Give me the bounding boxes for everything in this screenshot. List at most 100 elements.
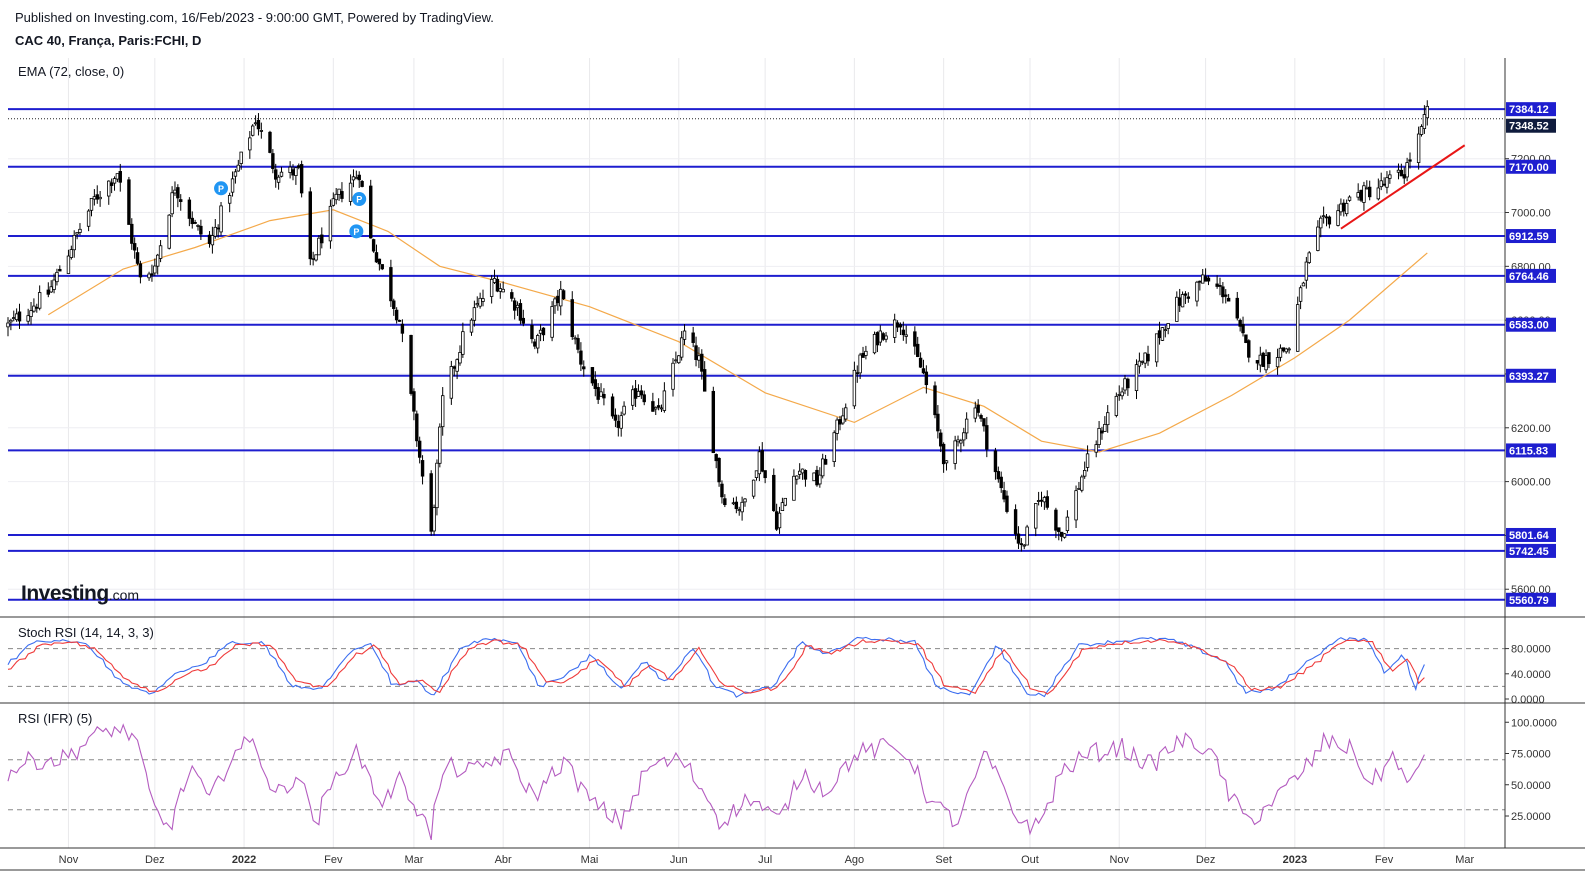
candle-body bbox=[1224, 294, 1228, 297]
candle-body bbox=[1218, 285, 1222, 287]
candle-body bbox=[78, 228, 82, 233]
ema-legend: EMA (72, close, 0) bbox=[18, 64, 125, 79]
candle-body bbox=[898, 324, 903, 328]
candle-body bbox=[35, 306, 39, 309]
x-tick-label: Abr bbox=[495, 854, 512, 866]
candle-body bbox=[654, 406, 658, 410]
candle-body bbox=[458, 352, 462, 364]
candle-body bbox=[190, 217, 194, 225]
stoch-y-tick-label: 40.0000 bbox=[1511, 669, 1551, 681]
candle-body bbox=[582, 366, 586, 370]
candle-body bbox=[674, 359, 678, 362]
candle-body bbox=[52, 279, 56, 290]
candle-body bbox=[374, 252, 379, 263]
candle-body bbox=[170, 192, 174, 215]
candle-body bbox=[1298, 287, 1303, 302]
candle-body bbox=[1296, 304, 1300, 352]
candle-body bbox=[1120, 391, 1124, 397]
candle-body bbox=[1177, 297, 1182, 306]
candle-body bbox=[904, 334, 908, 337]
candle-body bbox=[895, 322, 900, 328]
candle-body bbox=[1379, 180, 1383, 188]
level-price-tag: 6583.00 bbox=[1509, 320, 1549, 332]
candle-body bbox=[127, 179, 131, 225]
candle-body bbox=[858, 354, 862, 374]
candle-body bbox=[291, 169, 295, 176]
candle-body bbox=[1235, 297, 1239, 319]
candle-body bbox=[993, 450, 998, 473]
candle-body bbox=[132, 243, 137, 251]
last-price-tag-bg bbox=[1506, 118, 1556, 133]
candle-body bbox=[1388, 174, 1392, 179]
candle-body bbox=[438, 426, 442, 464]
candle-body bbox=[236, 164, 241, 172]
event-marker bbox=[352, 192, 367, 207]
candle-body bbox=[112, 178, 117, 184]
candle-body bbox=[66, 255, 71, 274]
candle-body bbox=[1425, 105, 1429, 119]
candle-body bbox=[821, 458, 825, 477]
candle-body bbox=[297, 165, 301, 168]
rsi-series-rsi bbox=[7, 723, 1425, 841]
stoch-series-k bbox=[7, 636, 1425, 698]
candle-body bbox=[32, 305, 36, 312]
candle-body bbox=[774, 511, 779, 530]
candle-body bbox=[550, 306, 554, 338]
ema-layer bbox=[47, 209, 1428, 453]
x-tick-label: Set bbox=[935, 854, 952, 866]
candle-body bbox=[1419, 126, 1424, 135]
candle-body bbox=[360, 181, 364, 187]
candle-body bbox=[158, 245, 163, 259]
rsi-y-tick-label: 50.0000 bbox=[1511, 780, 1551, 792]
candle-body bbox=[432, 507, 436, 532]
candle-body bbox=[1402, 174, 1406, 179]
level-lines-layer bbox=[8, 108, 1505, 601]
candle-body bbox=[541, 327, 546, 336]
candle-body bbox=[1422, 114, 1427, 129]
y-tick-label: 6200.00 bbox=[1511, 423, 1551, 435]
candle-body bbox=[1321, 215, 1326, 218]
candle-body bbox=[1226, 297, 1231, 302]
candle-body bbox=[884, 335, 888, 340]
candle-body bbox=[288, 166, 292, 173]
candle-body bbox=[1137, 360, 1142, 367]
candle-body bbox=[694, 345, 698, 360]
candle-body bbox=[337, 188, 341, 195]
candle-body bbox=[921, 368, 926, 374]
candle-body bbox=[916, 343, 920, 357]
candle-body bbox=[1215, 283, 1219, 287]
candle-body bbox=[17, 311, 22, 322]
candle-body bbox=[389, 267, 393, 302]
candle-body bbox=[311, 257, 315, 260]
candle-body bbox=[757, 451, 762, 475]
candle-body bbox=[107, 180, 111, 197]
candle-body bbox=[512, 300, 517, 311]
candle-body bbox=[515, 304, 520, 309]
x-tick-label: Fev bbox=[1375, 854, 1394, 866]
candle-body bbox=[731, 502, 736, 505]
candle-body bbox=[1281, 347, 1286, 352]
candle-body bbox=[852, 369, 857, 407]
candle-body bbox=[985, 425, 989, 450]
candle-body bbox=[1336, 210, 1340, 226]
candle-body bbox=[1082, 470, 1087, 477]
candle-body bbox=[317, 237, 321, 256]
candle-body bbox=[561, 290, 566, 299]
candle-body bbox=[1034, 503, 1038, 529]
candle-body bbox=[1160, 327, 1165, 341]
candle-body bbox=[452, 366, 456, 369]
published-note: Published on Investing.com, 16/Feb/2023 … bbox=[15, 10, 494, 25]
candle-body bbox=[130, 223, 134, 244]
x-tick-label: Mar bbox=[404, 854, 423, 866]
candle-body bbox=[1376, 187, 1381, 200]
candle-body bbox=[1275, 357, 1280, 368]
candle-body bbox=[72, 234, 76, 251]
candle-body bbox=[518, 303, 523, 321]
candle-body bbox=[760, 450, 764, 472]
candle-body bbox=[1057, 527, 1061, 532]
level-price-tag: 5560.79 bbox=[1509, 595, 1549, 607]
candle-body bbox=[956, 439, 960, 443]
candle-body bbox=[573, 337, 577, 340]
candle-body bbox=[1264, 355, 1268, 371]
x-tick-label: Jul bbox=[758, 854, 772, 866]
